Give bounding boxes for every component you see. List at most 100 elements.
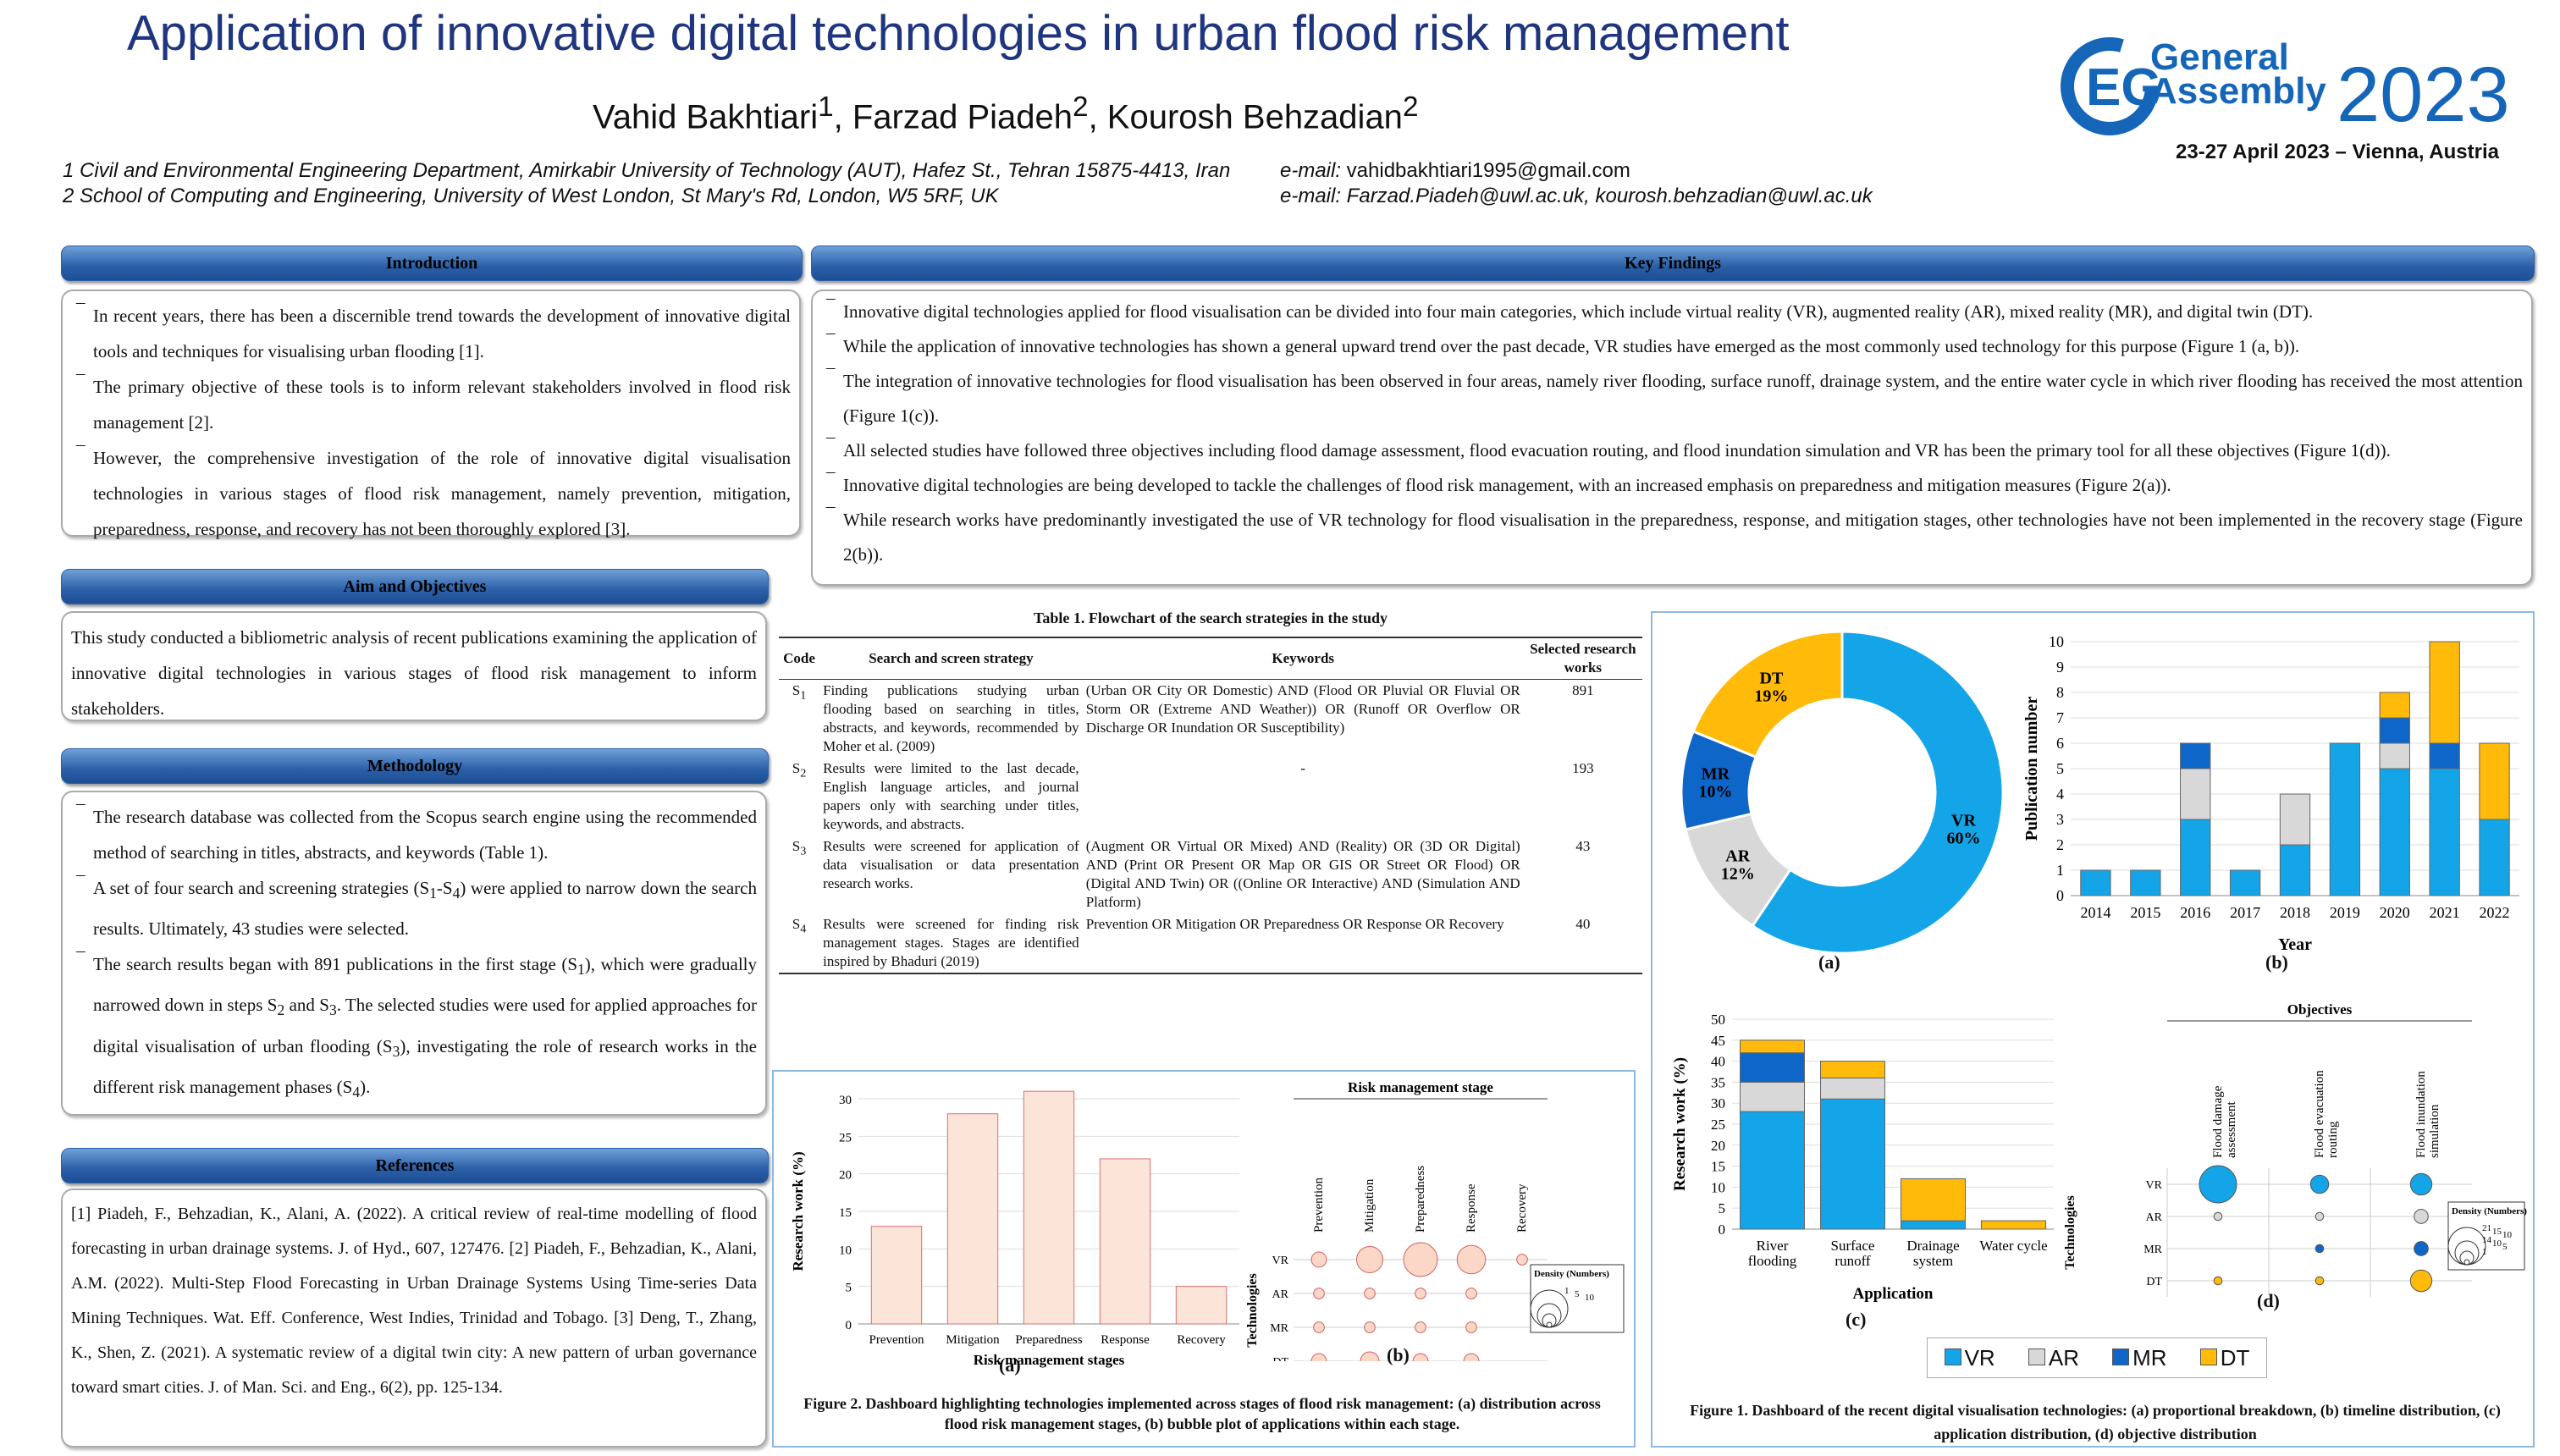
fig1a-chart: VR 60% AR 12% MR 10% DT 19%: [1680, 630, 2003, 955]
y-tick-label: 15: [1711, 1159, 1725, 1175]
table1: Code Search and screen strategy Keywords…: [779, 637, 1642, 974]
x-tick-label: 2017: [2230, 904, 2260, 921]
bubble: [2409, 1172, 2433, 1196]
y-axis-label: Research work (%): [790, 1151, 806, 1271]
column-label: Prevention: [1312, 1177, 1326, 1233]
density-legend-circle: [2463, 1259, 2470, 1266]
authors-line: Vahid Bakhtiari1, Farzad Piadeh2, Kouros…: [593, 91, 1419, 136]
bar: [870, 1226, 923, 1325]
slice-label: MR 10%: [1698, 764, 1732, 801]
bar: [1099, 1158, 1151, 1325]
x-tick-label: Surface runoff: [1831, 1238, 1875, 1269]
svg-text:EGU: EGU: [2086, 58, 2159, 117]
row-label: VR: [2146, 1179, 2163, 1192]
table-header: Search and screen strategy: [819, 637, 1083, 680]
bar-vr: [2279, 844, 2311, 896]
row-label: AR: [1272, 1288, 1289, 1301]
bar: [1175, 1286, 1228, 1325]
x-tick-label: 2021: [2430, 904, 2460, 921]
bubble: [2314, 1276, 2325, 1286]
row-label: AR: [2146, 1211, 2163, 1224]
fig1d-label: (d): [2257, 1290, 2280, 1311]
y-tick-label: 1: [2056, 862, 2064, 879]
bar-vr: [2379, 768, 2410, 896]
x-tick-label: 2019: [2330, 904, 2360, 921]
fig2b-label: (b): [1387, 1344, 1410, 1365]
y-tick-label: 20: [1711, 1138, 1725, 1154]
x-tick-label: 2014: [2080, 904, 2110, 921]
bar: [946, 1113, 999, 1325]
bar-mr: [1740, 1052, 1805, 1083]
table-header: Code: [779, 637, 820, 680]
y-tick-label: 8: [2056, 684, 2064, 701]
slice-label: VR 60%: [1946, 812, 1980, 848]
finding-bullet: While research works have predominantly …: [821, 498, 2523, 572]
y-tick-label: 35: [1711, 1074, 1725, 1090]
findings-box: Innovative digital technologies applied …: [811, 290, 2533, 586]
slice-label: AR 12%: [1721, 847, 1755, 884]
y-axis-label: Publication number: [2022, 697, 2041, 841]
row-label: MR: [1270, 1322, 1288, 1335]
bar-dt: [1740, 1040, 1805, 1054]
bubble-title: Risk management stage: [1348, 1079, 1493, 1095]
column-label: Recovery: [1515, 1183, 1529, 1233]
fig1b-label: (b): [2265, 951, 2288, 973]
bubble: [1313, 1288, 1325, 1299]
bubble: [1364, 1288, 1376, 1299]
row-label: MR: [2143, 1244, 2162, 1256]
donut-slice-vr: [1751, 630, 2003, 955]
finding-bullet: Innovative digital technologies are bein…: [821, 463, 2523, 503]
density-legend-value: 15: [2492, 1227, 2502, 1237]
method-bullet: A set of four search and screening strat…: [71, 865, 757, 946]
y-tick-label: 7: [2056, 709, 2064, 726]
finding-bullet: While the application of innovative tech…: [821, 324, 2523, 364]
bar-dt: [1820, 1061, 1885, 1078]
bar-vr: [2429, 768, 2460, 896]
table-row: S1 Finding publications studying urban f…: [792, 682, 1594, 754]
y-tick-label: 45: [1711, 1033, 1725, 1049]
bubble: [1412, 1353, 1429, 1361]
density-legend-value: 1: [1564, 1286, 1570, 1296]
email-1: e-mail: vahidbakhtiari1995@gmail.com: [1280, 159, 1630, 182]
column-label: Preparedness: [1414, 1166, 1427, 1233]
bubble: [1360, 1351, 1380, 1361]
egu-year: 2023: [2337, 52, 2510, 138]
x-tick-label: 2015: [2130, 904, 2160, 921]
donut-slice-dt: [1691, 630, 1844, 759]
finding-bullet: Innovative digital technologies applied …: [821, 290, 2523, 329]
x-tick-label: Recovery: [1177, 1333, 1226, 1347]
table-row: S4 Results were screened for finding ris…: [779, 913, 1642, 973]
density-legend-value: 10: [2502, 1230, 2513, 1240]
y-tick-label: 6: [2056, 735, 2064, 752]
slice-label: DT 19%: [1754, 669, 1788, 705]
bar-vr: [2229, 869, 2261, 896]
bar-vr: [2329, 742, 2361, 896]
method-box: The research database was collected from…: [61, 791, 767, 1116]
figure2-caption: Figure 2. Dashboard highlighting technol…: [803, 1395, 1601, 1432]
y-tick-label: 20: [839, 1169, 852, 1183]
bar-ar: [2279, 793, 2311, 846]
legend-item: VR: [1944, 1345, 1995, 1371]
x-tick-label: Prevention: [869, 1333, 924, 1347]
bar-vr: [2479, 819, 2510, 896]
density-legend-value: 14: [2482, 1235, 2492, 1245]
y-tick-label: 0: [1719, 1222, 1726, 1238]
bar-dt: [2479, 742, 2510, 820]
bar: [1023, 1090, 1075, 1325]
bar-mr: [2429, 742, 2460, 769]
y-tick-label: 40: [1711, 1054, 1725, 1070]
table1-caption: Table 1. Flowchart of the search strateg…: [1034, 609, 1388, 626]
fig1-legend: VR AR MR DT: [1927, 1337, 2267, 1378]
y-tick-label: 5: [1719, 1200, 1726, 1216]
bar-ar: [1820, 1077, 1885, 1100]
bar-vr: [2080, 869, 2111, 896]
poster-title: Application of innovative digital techno…: [127, 6, 1790, 61]
bubble: [2309, 1174, 2330, 1194]
y-tick-label: 9: [2056, 659, 2064, 676]
y-tick-label: 25: [839, 1131, 852, 1144]
bubble: [2213, 1211, 2223, 1222]
column-label: Flood damageassessment: [2211, 1085, 2238, 1158]
method-heading: Methodology: [61, 748, 769, 784]
x-tick-label: Mitigation: [946, 1333, 1000, 1347]
finding-bullet: All selected studies have followed three…: [821, 428, 2523, 468]
